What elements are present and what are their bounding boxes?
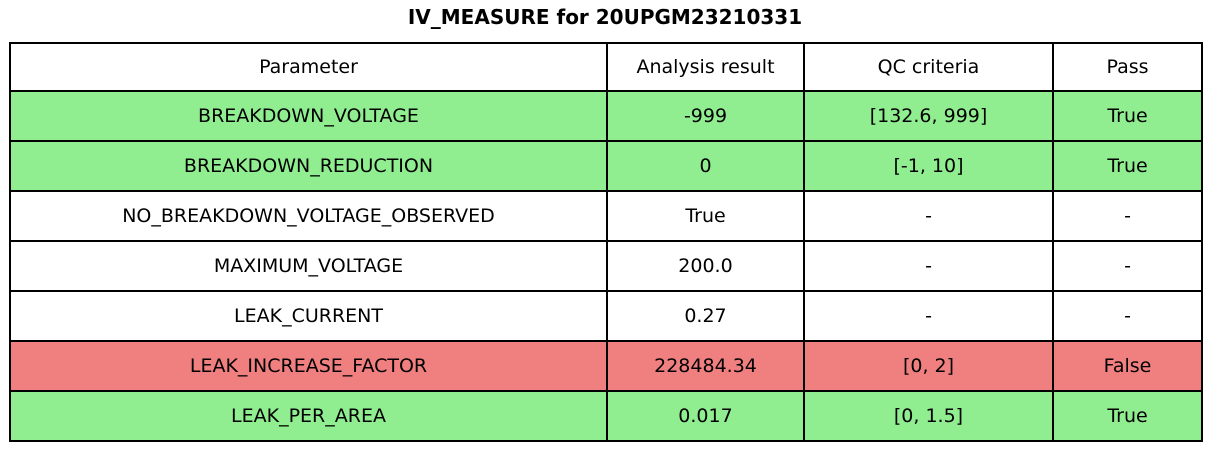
cell-qc-criteria: [0, 1.5] (803, 390, 1054, 442)
table-row: MAXIMUM_VOLTAGE 200.0 - - (9, 240, 1203, 292)
cell-qc-criteria: [132.6, 999] (803, 90, 1054, 142)
table-row: LEAK_PER_AREA 0.017 [0, 1.5] True (9, 390, 1203, 442)
cell-analysis-result: 200.0 (606, 240, 805, 292)
table-header-row: Parameter Analysis result QC criteria Pa… (9, 42, 1203, 92)
cell-analysis-result: 0.27 (606, 290, 805, 342)
qc-results-table: Parameter Analysis result QC criteria Pa… (9, 42, 1203, 442)
cell-parameter: LEAK_PER_AREA (9, 390, 608, 442)
cell-pass: True (1052, 90, 1203, 142)
table-row: LEAK_INCREASE_FACTOR 228484.34 [0, 2] Fa… (9, 340, 1203, 392)
cell-parameter: NO_BREAKDOWN_VOLTAGE_OBSERVED (9, 190, 608, 242)
table-row: NO_BREAKDOWN_VOLTAGE_OBSERVED True - - (9, 190, 1203, 242)
table-row: BREAKDOWN_REDUCTION 0 [-1, 10] True (9, 140, 1203, 192)
cell-qc-criteria: - (803, 190, 1054, 242)
cell-pass: True (1052, 390, 1203, 442)
cell-qc-criteria: [-1, 10] (803, 140, 1054, 192)
cell-analysis-result: 0.017 (606, 390, 805, 442)
cell-parameter: LEAK_INCREASE_FACTOR (9, 340, 608, 392)
cell-qc-criteria: - (803, 240, 1054, 292)
cell-pass: - (1052, 290, 1203, 342)
column-header-qc-criteria: QC criteria (803, 42, 1054, 92)
cell-pass: - (1052, 240, 1203, 292)
column-header-parameter: Parameter (9, 42, 608, 92)
column-header-pass: Pass (1052, 42, 1203, 92)
cell-analysis-result: 228484.34 (606, 340, 805, 392)
cell-pass: - (1052, 190, 1203, 242)
cell-qc-criteria: [0, 2] (803, 340, 1054, 392)
cell-qc-criteria: - (803, 290, 1054, 342)
table-row: BREAKDOWN_VOLTAGE -999 [132.6, 999] True (9, 90, 1203, 142)
cell-pass: True (1052, 140, 1203, 192)
cell-analysis-result: -999 (606, 90, 805, 142)
cell-parameter: BREAKDOWN_VOLTAGE (9, 90, 608, 142)
table-row: LEAK_CURRENT 0.27 - - (9, 290, 1203, 342)
cell-parameter: LEAK_CURRENT (9, 290, 608, 342)
cell-pass: False (1052, 340, 1203, 392)
figure-title: IV_MEASURE for 20UPGM23210331 (407, 5, 803, 29)
column-header-analysis-result: Analysis result (606, 42, 805, 92)
cell-analysis-result: True (606, 190, 805, 242)
cell-parameter: MAXIMUM_VOLTAGE (9, 240, 608, 292)
cell-parameter: BREAKDOWN_REDUCTION (9, 140, 608, 192)
cell-analysis-result: 0 (606, 140, 805, 192)
